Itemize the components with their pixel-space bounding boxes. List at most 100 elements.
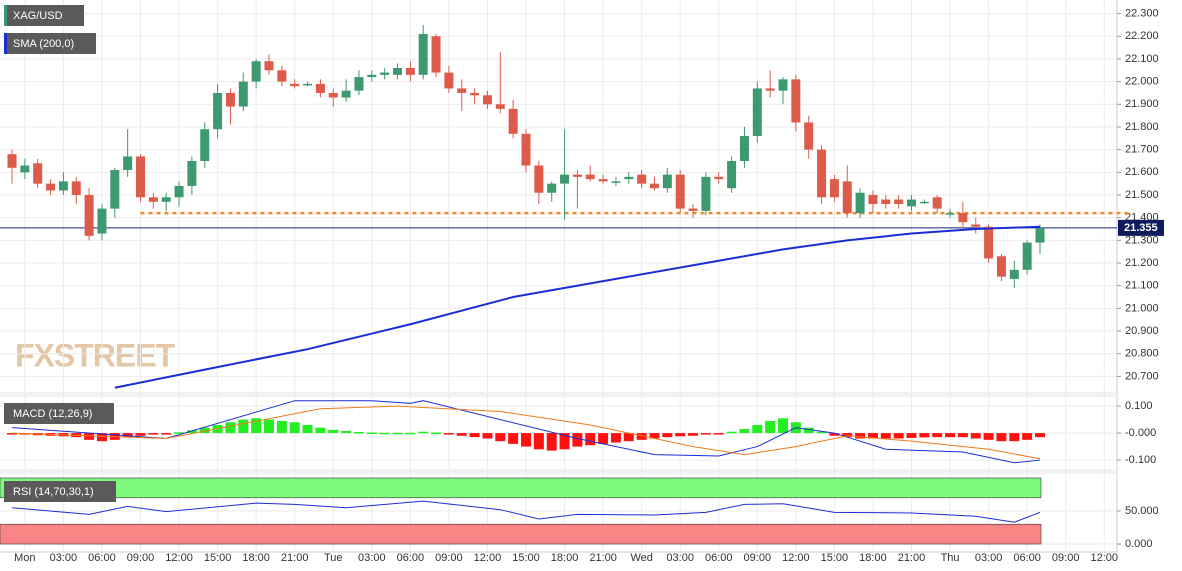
x-tick-label: 15:00 — [821, 552, 849, 564]
x-tick-label: Wed — [630, 552, 652, 564]
macd-bar — [778, 418, 788, 434]
candle-body — [907, 199, 916, 207]
candle-body — [148, 197, 158, 202]
candle-body — [650, 183, 659, 189]
x-tick-label: 12:00 — [782, 552, 810, 564]
macd-bar — [96, 433, 107, 442]
panel-separator — [0, 392, 1117, 397]
macd-bar — [315, 427, 326, 434]
macd-bar — [533, 433, 544, 450]
candle-body — [817, 149, 827, 198]
macd-bar — [585, 433, 596, 446]
x-tick-label: 18:00 — [551, 552, 579, 564]
y-tick-label: 22.300 — [1125, 8, 1159, 20]
overbought-band — [0, 477, 1042, 499]
candle-body — [431, 36, 441, 73]
candle-body — [637, 174, 647, 184]
macd-bar — [289, 422, 300, 434]
macd-bar — [829, 433, 840, 436]
candle-body — [984, 226, 994, 259]
watermark: FXSTREET — [15, 337, 176, 373]
macd-bar — [328, 429, 339, 434]
candle-body — [996, 256, 1006, 277]
macd-bar — [700, 433, 711, 435]
macd-bar — [405, 432, 416, 435]
candle-body — [84, 195, 94, 236]
macd-bar — [970, 433, 981, 439]
y-tick-label: -0.000 — [1125, 427, 1156, 439]
candle-body — [739, 136, 749, 161]
macd-bar — [546, 433, 557, 451]
candle-body — [341, 90, 351, 98]
legend-box — [4, 33, 96, 54]
candle-body — [945, 213, 955, 215]
x-tick-label: 06:00 — [397, 552, 425, 564]
candle-body — [174, 185, 184, 198]
x-tick-label: 09:00 — [1052, 552, 1080, 564]
candle-body — [161, 197, 171, 202]
y-tick-label: 20.900 — [1125, 325, 1159, 337]
candle-body — [560, 174, 570, 184]
candle-body — [855, 192, 865, 214]
macd-bar — [1009, 433, 1020, 442]
x-tick-label: 12:00 — [474, 552, 502, 564]
candle-body — [508, 108, 518, 134]
candle-body — [585, 174, 595, 180]
candle-body — [264, 61, 274, 71]
macd-bar — [816, 431, 827, 434]
candle-body — [58, 181, 68, 191]
candle-body — [958, 213, 968, 223]
candle-body — [1022, 242, 1032, 270]
macd-bar — [559, 433, 570, 450]
macd-bar — [508, 433, 519, 444]
panel-separator — [0, 469, 1117, 474]
macd-bar — [353, 432, 364, 434]
candle-body — [303, 83, 313, 86]
legend-label: RSI (14,70,30,1) — [13, 486, 94, 498]
candle-body — [662, 174, 672, 189]
candle-body — [778, 79, 788, 91]
macd-bar — [983, 433, 994, 440]
oversold-band — [0, 523, 1042, 545]
x-tick-label: Thu — [941, 552, 960, 564]
x-tick-label: Mon — [14, 552, 35, 564]
y-tick-label: 0.000 — [1125, 538, 1153, 550]
candle-body — [20, 165, 30, 173]
candle-body — [7, 154, 17, 168]
candle-body — [829, 179, 839, 198]
candle-body — [123, 156, 133, 171]
candle-body — [200, 129, 210, 161]
y-tick-label: 21.800 — [1125, 121, 1159, 133]
macd-bar — [765, 420, 776, 434]
rsi-line — [11, 500, 1041, 523]
candle-body — [277, 70, 287, 82]
macd-bar — [7, 433, 17, 435]
macd-bar — [276, 420, 287, 434]
candle-body — [418, 34, 428, 75]
macd-bar — [238, 419, 249, 434]
macd-bar — [495, 433, 506, 442]
macd-bar — [84, 433, 95, 440]
legend-stripe — [4, 33, 7, 54]
macd-bar — [739, 429, 750, 434]
y-tick-label: 20.800 — [1125, 348, 1159, 360]
x-tick-label: 03:00 — [975, 552, 1003, 564]
macd-bar — [649, 433, 660, 439]
candle-body — [804, 122, 814, 150]
macd-bar — [855, 433, 866, 439]
candle-body — [765, 88, 775, 91]
candle-body — [33, 163, 43, 184]
last-price-label: 21.355 — [1124, 222, 1158, 234]
x-tick-label: 06:00 — [1013, 552, 1041, 564]
last-price-box — [1118, 219, 1164, 236]
x-tick-label: 09:00 — [744, 552, 772, 564]
macd-bar — [932, 433, 943, 438]
macd-bar — [392, 432, 403, 435]
macd-bar — [945, 433, 956, 438]
candle-body — [701, 176, 711, 211]
y-tick-label: 21.700 — [1125, 144, 1159, 156]
candle-body — [534, 165, 544, 193]
candle-body — [457, 88, 467, 93]
candle-body — [881, 199, 891, 205]
legend-box — [4, 481, 116, 502]
